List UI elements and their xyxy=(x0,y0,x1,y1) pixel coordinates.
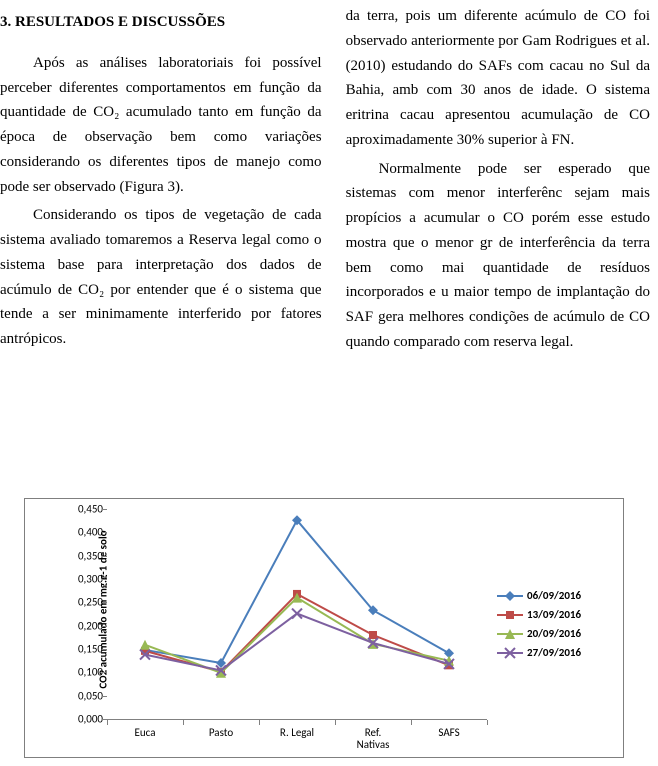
y-tick-label: 0,300 xyxy=(43,573,103,586)
x-tick-label: Euca xyxy=(105,727,185,739)
legend-item: 06/09/2016 xyxy=(497,589,581,602)
legend-label: 20/09/2016 xyxy=(527,627,581,640)
legend-item: 13/09/2016 xyxy=(497,608,581,621)
triangle-icon xyxy=(505,629,515,639)
x-tick-label: Pasto xyxy=(181,727,261,739)
legend-item: 27/09/2016 xyxy=(497,646,581,659)
legend-label: 13/09/2016 xyxy=(527,608,581,621)
x-icon xyxy=(505,648,515,658)
co2-chart: CO2 acumulado em mg.g-1 de solo 0,0000,0… xyxy=(24,498,624,758)
y-tick-label: 0,350 xyxy=(43,549,103,562)
right-column: da terra, pois um diferente acúmulo de C… xyxy=(330,0,658,359)
x-tick-mark xyxy=(335,720,336,725)
chart-legend: 06/09/2016 13/09/2016 20/09/2016 27/09/201… xyxy=(497,589,581,665)
y-tick-label: 0,050 xyxy=(43,689,103,702)
plot-area xyxy=(107,509,487,719)
x-tick-mark xyxy=(411,720,412,725)
legend-label: 27/09/2016 xyxy=(527,646,581,659)
y-tick-label: 0,400 xyxy=(43,526,103,539)
square-icon xyxy=(505,610,515,620)
diamond-icon xyxy=(505,591,515,601)
x-tick-label: Ref.Nativas xyxy=(333,727,413,751)
x-tick-mark xyxy=(487,720,488,725)
y-tick-label: 0,000 xyxy=(43,713,103,726)
left-para-2: Considerando os tipos de vegetação de ca… xyxy=(0,203,322,352)
legend-label: 06/09/2016 xyxy=(527,589,581,602)
y-tick-label: 0,200 xyxy=(43,619,103,632)
y-tick-label: 0,150 xyxy=(43,643,103,656)
y-tick-label: 0,450 xyxy=(43,503,103,516)
two-column-text: 3. RESULTADOS E DISCUSSÕES Após as análi… xyxy=(0,0,658,359)
x-axis-line xyxy=(107,719,487,720)
legend-item: 20/09/2016 xyxy=(497,627,581,640)
left-para-1: Após as análises laboratoriais foi possí… xyxy=(0,51,322,200)
y-tick-label: 0,100 xyxy=(43,666,103,679)
chart-series xyxy=(107,509,487,719)
right-para-2: Normalmente pode ser esperado que sistem… xyxy=(346,157,650,355)
section-title: 3. RESULTADOS E DISCUSSÕES xyxy=(0,10,322,35)
x-tick-label: SAFS xyxy=(409,727,489,739)
x-tick-label: R. Legal xyxy=(257,727,337,739)
x-tick-mark xyxy=(183,720,184,725)
right-para-1: da terra, pois um diferente acúmulo de C… xyxy=(346,4,650,153)
x-tick-mark xyxy=(107,720,108,725)
series-line xyxy=(145,598,449,673)
y-tick-label: 0,250 xyxy=(43,596,103,609)
x-tick-mark xyxy=(259,720,260,725)
series-line xyxy=(145,594,449,672)
left-column: 3. RESULTADOS E DISCUSSÕES Após as análi… xyxy=(0,0,330,359)
page: 3. RESULTADOS E DISCUSSÕES Após as análi… xyxy=(0,0,658,766)
